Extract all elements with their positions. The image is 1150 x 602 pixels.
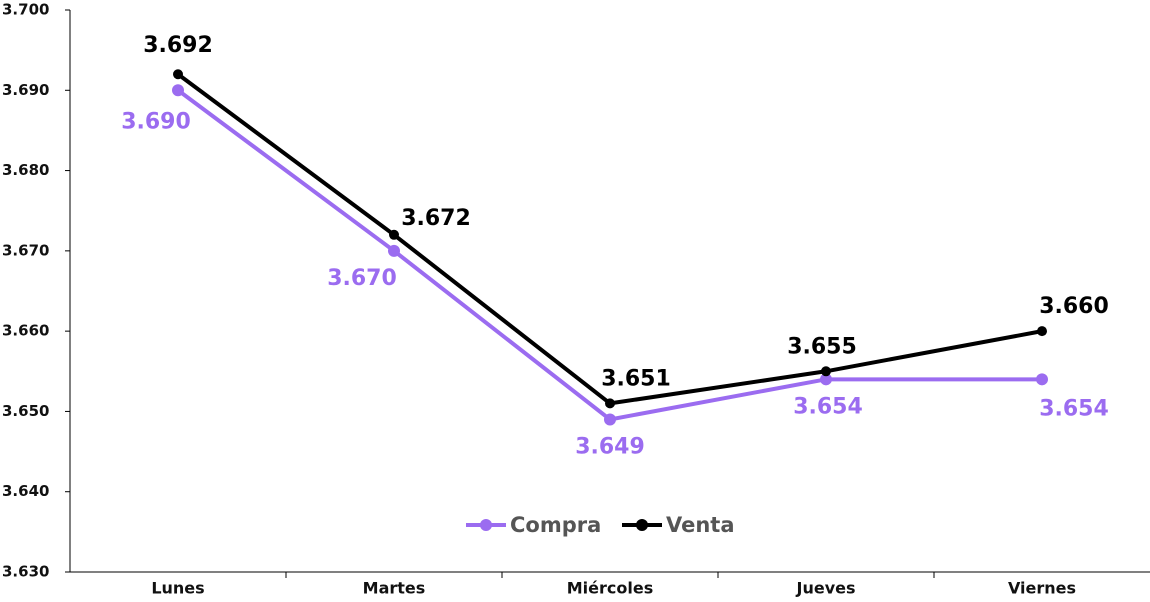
x-tick-label: Martes <box>363 579 426 598</box>
point <box>389 229 399 240</box>
y-tick-label: 3.700 <box>2 1 49 19</box>
point <box>605 398 615 409</box>
y-tick-label: 3.680 <box>2 161 49 179</box>
point <box>820 373 832 386</box>
y-tick-label: 3.630 <box>2 563 49 581</box>
data-label: 3.655 <box>787 334 857 359</box>
y-tick-label: 3.650 <box>2 402 49 420</box>
data-label: 3.654 <box>793 394 863 419</box>
data-label: 3.651 <box>601 366 671 391</box>
data-label: 3.672 <box>401 206 471 231</box>
point <box>172 84 184 97</box>
point <box>1037 326 1047 337</box>
data-label: 3.690 <box>121 109 191 134</box>
data-label: 3.692 <box>143 33 213 58</box>
data-label: 3.660 <box>1039 294 1109 319</box>
legend-label: Compra <box>510 513 601 537</box>
data-label: 3.654 <box>1039 396 1109 421</box>
y-tick-label: 3.670 <box>2 241 49 259</box>
series-line <box>176 72 1043 406</box>
legend-marker <box>636 519 648 531</box>
y-tick-label: 3.640 <box>2 482 49 500</box>
legend-marker <box>480 519 492 531</box>
x-tick-label: Miércoles <box>567 579 653 598</box>
point <box>604 413 616 426</box>
y-tick-label: 3.690 <box>2 81 49 99</box>
x-tick-label: Jueves <box>796 579 856 598</box>
y-tick-label: 3.660 <box>2 322 49 340</box>
legend-label: Venta <box>666 513 735 537</box>
data-label: 3.649 <box>575 434 645 459</box>
point <box>821 366 831 377</box>
point <box>173 69 183 80</box>
data-label: 3.670 <box>327 266 397 291</box>
point <box>388 244 400 257</box>
x-tick-label: Lunes <box>151 579 204 598</box>
point <box>1036 373 1048 386</box>
x-tick-label: Viernes <box>1008 579 1076 598</box>
